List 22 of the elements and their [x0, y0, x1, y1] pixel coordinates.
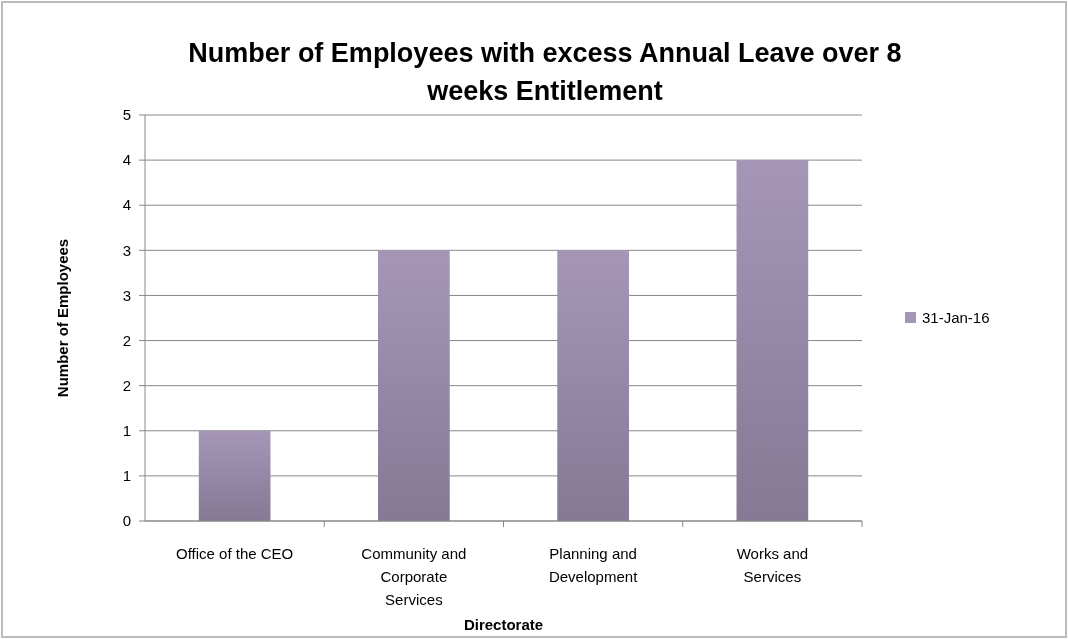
x-axis-title: Directorate — [463, 616, 544, 633]
y-tick-label: 2 — [122, 331, 131, 349]
bar — [736, 160, 809, 521]
x-tick-label: Planning and Development — [548, 545, 639, 585]
bar — [378, 250, 450, 521]
x-tick-label: Works and Services — [736, 545, 809, 585]
y-tick-label: 4 — [122, 151, 131, 169]
legend-label: 31-Jan-16 — [922, 309, 990, 327]
bar — [198, 430, 271, 521]
x-tick-label: Community and Corporate Services — [361, 545, 467, 608]
y-tick-label: 3 — [122, 241, 131, 259]
x-tick-label: Office of the CEO — [175, 545, 294, 562]
y-tick-label: 3 — [122, 286, 131, 304]
y-tick-label: 2 — [122, 376, 131, 394]
chart-title: Number of Employees with excess Annual Leave over 8 weeks Entitlement — [188, 38, 902, 106]
y-tick-label: 1 — [122, 422, 131, 440]
y-tick-label: 0 — [122, 512, 131, 530]
bar — [557, 250, 629, 521]
y-tick-label: 4 — [122, 196, 131, 214]
y-tick-label: 5 — [122, 106, 131, 124]
y-tick-label: 1 — [122, 467, 131, 485]
y-axis-title: Number of Employees — [54, 238, 71, 398]
